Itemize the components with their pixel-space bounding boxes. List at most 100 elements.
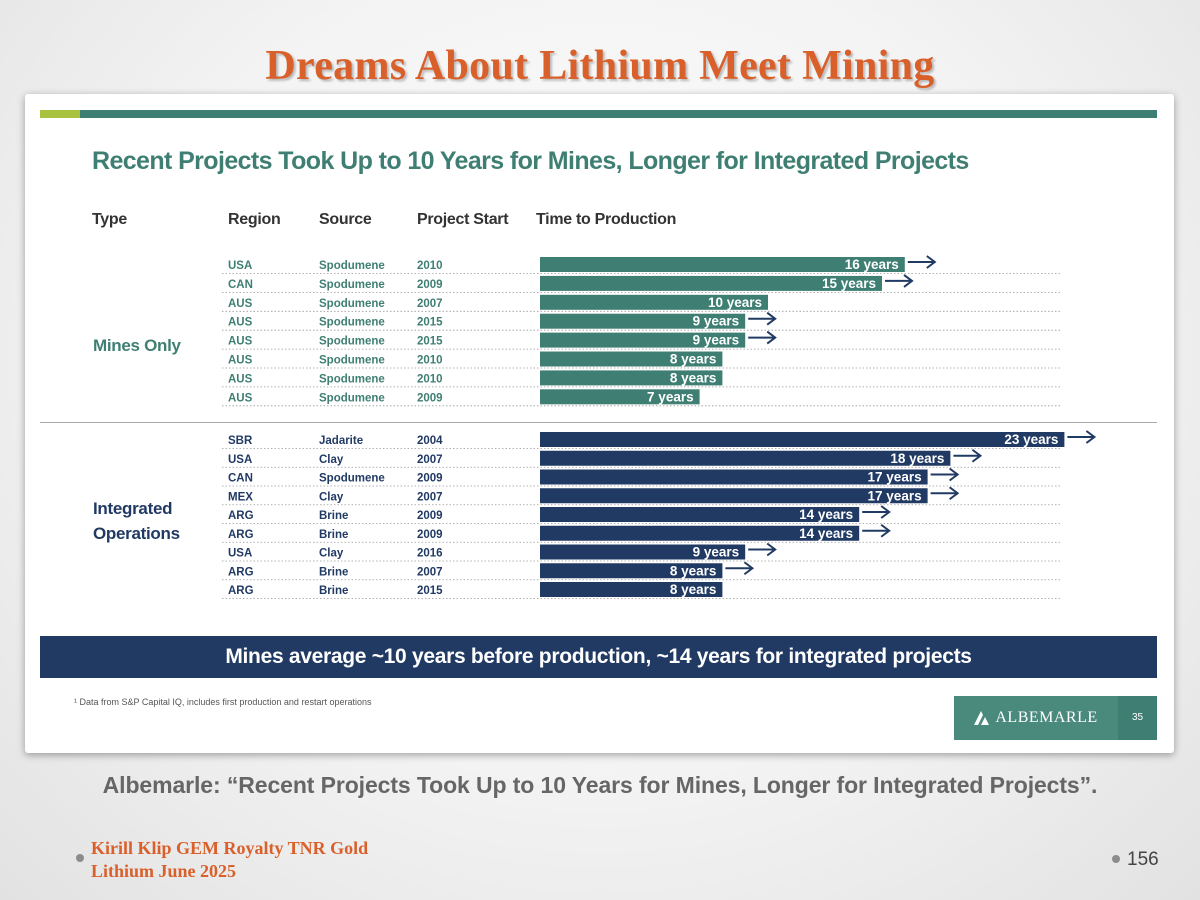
cell-region: USA bbox=[228, 260, 252, 272]
continuation-arrow-icon bbox=[1085, 430, 1097, 444]
column-header-project-start: Project Start bbox=[417, 211, 509, 228]
continuation-arrow-icon bbox=[766, 311, 777, 326]
page-number-bullet bbox=[1112, 855, 1120, 863]
data-bar bbox=[540, 370, 723, 386]
cell-region: ARG bbox=[228, 585, 254, 597]
continuation-arrow-icon bbox=[743, 561, 755, 576]
continuation-arrow-icon bbox=[948, 467, 960, 482]
cell-region: AUS bbox=[228, 392, 253, 404]
data-bar bbox=[540, 432, 1065, 447]
cell-region: USA bbox=[228, 454, 252, 466]
cell-start: 2009 bbox=[417, 510, 443, 522]
bar-value-label: 7 years bbox=[647, 389, 694, 404]
cell-source: Spodumene bbox=[319, 373, 385, 385]
group-separator bbox=[40, 422, 1157, 423]
data-bar bbox=[540, 525, 860, 541]
cell-source: Brine bbox=[319, 529, 348, 541]
bar-value-label: 14 years bbox=[799, 526, 853, 541]
footer-author: Kirill Klip GEM Royalty TNR Gold bbox=[91, 838, 369, 858]
page-number: 156 bbox=[1127, 849, 1159, 870]
cell-region: ARG bbox=[228, 566, 254, 578]
continuation-arrow-icon bbox=[926, 255, 937, 269]
cell-source: Spodumene bbox=[319, 336, 385, 348]
continuation-arrow-icon bbox=[766, 330, 777, 345]
bar-value-label: 8 years bbox=[670, 370, 717, 385]
time-to-production-chart: USA Spodumene 2010 16 years CAN Spodumene 2009… bbox=[222, 255, 1097, 599]
cell-start: 2010 bbox=[417, 373, 443, 385]
cell-source: Brine bbox=[319, 510, 348, 522]
embedded-slide-frame: Recent Projects Took Up to 10 Years for … bbox=[25, 94, 1174, 753]
cell-source: Brine bbox=[319, 585, 348, 597]
cell-start: 2009 bbox=[417, 473, 443, 485]
bar-value-label: 9 years bbox=[693, 333, 740, 348]
bar-value-label: 9 years bbox=[693, 314, 740, 329]
cell-start: 2015 bbox=[417, 336, 443, 348]
group-label-line: Integrated bbox=[93, 499, 173, 518]
cell-start: 2007 bbox=[417, 298, 443, 310]
cell-region: CAN bbox=[228, 473, 253, 485]
footnote: ¹ Data from S&P Capital IQ, includes fir… bbox=[74, 697, 372, 707]
data-bar bbox=[540, 257, 905, 272]
cell-source: Spodumene bbox=[319, 392, 385, 404]
data-bar bbox=[540, 544, 746, 560]
data-bar bbox=[540, 389, 700, 405]
data-bar bbox=[540, 582, 723, 597]
bar-value-label: 14 years bbox=[799, 507, 853, 522]
cell-start: 2007 bbox=[417, 491, 443, 503]
column-header-region: Region bbox=[228, 211, 281, 228]
cell-region: ARG bbox=[228, 529, 254, 541]
cell-start: 2004 bbox=[417, 435, 443, 447]
footer-bullet bbox=[76, 854, 84, 862]
cell-region: AUS bbox=[228, 355, 253, 367]
bar-value-label: 8 years bbox=[670, 582, 717, 597]
bar-value-label: 10 years bbox=[708, 295, 762, 310]
cell-source: Brine bbox=[319, 566, 348, 578]
chart-headline: Recent Projects Took Up to 10 Years for … bbox=[92, 147, 969, 175]
cell-source: Clay bbox=[319, 491, 344, 503]
cell-region: ARG bbox=[228, 510, 254, 522]
logo-text: ALBEMARLE bbox=[995, 709, 1098, 726]
bar-value-label: 23 years bbox=[1004, 432, 1058, 447]
data-bar bbox=[540, 351, 723, 367]
cell-source: Jadarite bbox=[319, 435, 363, 447]
cell-region: CAN bbox=[228, 279, 253, 291]
cell-region: SBR bbox=[228, 435, 253, 447]
embedded-page-number: 35 bbox=[1131, 712, 1144, 723]
bar-value-label: 9 years bbox=[693, 545, 740, 560]
cell-start: 2009 bbox=[417, 392, 443, 404]
slide-caption: Albemarle: “Recent Projects Took Up to 1… bbox=[102, 772, 1098, 798]
cell-start: 2009 bbox=[417, 279, 443, 291]
albemarle-mark-icon bbox=[974, 711, 990, 725]
bar-value-label: 17 years bbox=[868, 470, 922, 485]
cell-region: MEX bbox=[228, 491, 253, 503]
cell-region: USA bbox=[228, 548, 252, 560]
albemarle-logo-box: ALBEMARLE 35 bbox=[954, 696, 1157, 740]
bar-value-label: 8 years bbox=[670, 352, 717, 367]
cell-start: 2010 bbox=[417, 260, 443, 272]
slide-top-bar bbox=[40, 110, 1157, 118]
cell-start: 2007 bbox=[417, 454, 443, 466]
data-bar bbox=[540, 488, 928, 504]
cell-source: Spodumene bbox=[319, 355, 385, 367]
cell-start: 2010 bbox=[417, 355, 443, 367]
cell-region: AUS bbox=[228, 298, 253, 310]
data-bar bbox=[540, 563, 723, 579]
column-header-source: Source bbox=[319, 211, 372, 228]
continuation-arrow-icon bbox=[880, 505, 891, 519]
slide-top-bar-accent bbox=[40, 110, 80, 118]
column-header-type: Type bbox=[92, 211, 127, 228]
cell-region: AUS bbox=[228, 317, 253, 329]
bar-value-label: 8 years bbox=[670, 563, 717, 578]
bar-value-label: 15 years bbox=[822, 276, 876, 291]
cell-region: AUS bbox=[228, 336, 253, 348]
bar-value-label: 18 years bbox=[890, 451, 944, 466]
data-bar bbox=[540, 450, 951, 466]
continuation-arrow-icon bbox=[766, 542, 777, 557]
cell-source: Clay bbox=[319, 454, 344, 466]
cell-start: 2015 bbox=[417, 317, 443, 329]
cell-source: Clay bbox=[319, 548, 344, 560]
cell-source: Spodumene bbox=[319, 279, 385, 291]
data-bar bbox=[540, 469, 928, 485]
cell-start: 2007 bbox=[417, 566, 443, 578]
footer-date: Lithium June 2025 bbox=[91, 861, 237, 881]
